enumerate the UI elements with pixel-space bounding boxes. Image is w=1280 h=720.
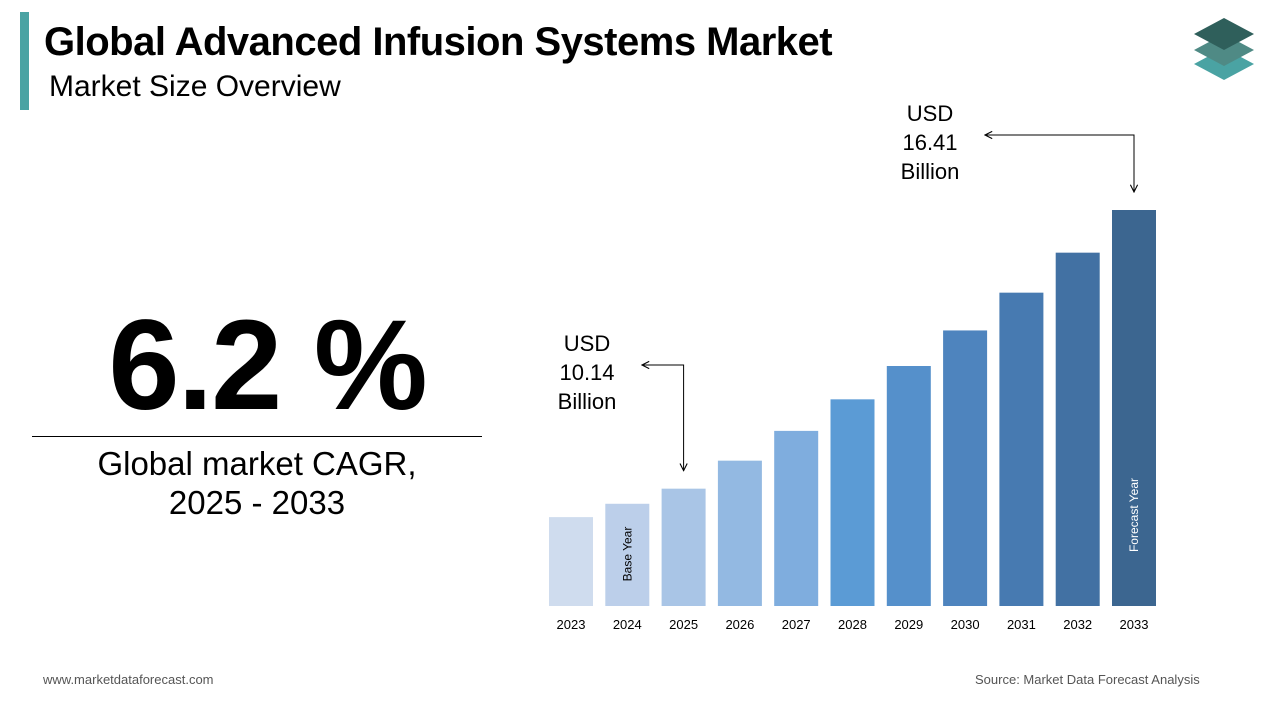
- logo-layer-top: [1194, 18, 1254, 50]
- cagr-value: 6.2 %: [108, 294, 427, 437]
- cagr-divider: [32, 436, 482, 437]
- annotation-2025-line-1: USD: [564, 331, 610, 356]
- bar-2030: [943, 330, 988, 606]
- x-tick-label-2024: 2024: [613, 617, 642, 632]
- x-tick-label-2028: 2028: [838, 617, 867, 632]
- annotation-2033-line-1: USD: [907, 101, 953, 126]
- title-accent-bar: [20, 12, 29, 110]
- bar-2027: [774, 430, 819, 606]
- annotation-2033-arrow: [985, 135, 1134, 192]
- x-tick-label-2033: 2033: [1120, 617, 1149, 632]
- page-subtitle: Market Size Overview: [49, 70, 341, 103]
- cagr-label: Global market CAGR, 2025 - 2033: [32, 444, 482, 522]
- bar-2029: [886, 366, 931, 606]
- x-tick-label-2031: 2031: [1007, 617, 1036, 632]
- bar-2024: [605, 503, 650, 606]
- bar-2028: [830, 399, 875, 606]
- x-tick-label-2029: 2029: [894, 617, 923, 632]
- cagr-label-line1: Global market CAGR,: [97, 445, 417, 482]
- x-tick-label-2025: 2025: [669, 617, 698, 632]
- x-tick-label-2032: 2032: [1063, 617, 1092, 632]
- bar-2032: [1055, 252, 1100, 606]
- x-tick-label-2030: 2030: [951, 617, 980, 632]
- bar-label-2024: Base Year: [620, 527, 634, 582]
- x-tick-label-2023: 2023: [557, 617, 586, 632]
- bar-2023: [549, 517, 593, 606]
- annotation-2033-line-3: Billion: [901, 159, 960, 184]
- bar-label-2033: Forecast Year: [1127, 478, 1141, 552]
- bar-2025: [661, 488, 706, 606]
- bar-2026: [717, 460, 762, 606]
- page-title: Global Advanced Infusion Systems Market: [44, 20, 833, 64]
- footer-website: www.marketdataforecast.com: [43, 672, 214, 687]
- x-tick-label-2027: 2027: [782, 617, 811, 632]
- annotation-2033-line-2: 16.41: [902, 130, 957, 155]
- bar-2033: [1112, 210, 1156, 606]
- annotation-2025-arrow: [642, 365, 684, 471]
- annotation-2025: USD 10.14 Billion: [558, 331, 684, 471]
- footer-source: Source: Market Data Forecast Analysis: [975, 672, 1200, 687]
- cagr-label-line2: 2025 - 2033: [168, 484, 346, 521]
- annotation-2025-line-2: 10.14: [559, 360, 614, 385]
- layers-logo-icon: [1194, 18, 1254, 80]
- annotation-2025-line-3: Billion: [558, 389, 617, 414]
- x-tick-label-2026: 2026: [725, 617, 754, 632]
- bar-2031: [999, 292, 1044, 606]
- annotation-2033: USD 16.41 Billion: [901, 101, 1134, 192]
